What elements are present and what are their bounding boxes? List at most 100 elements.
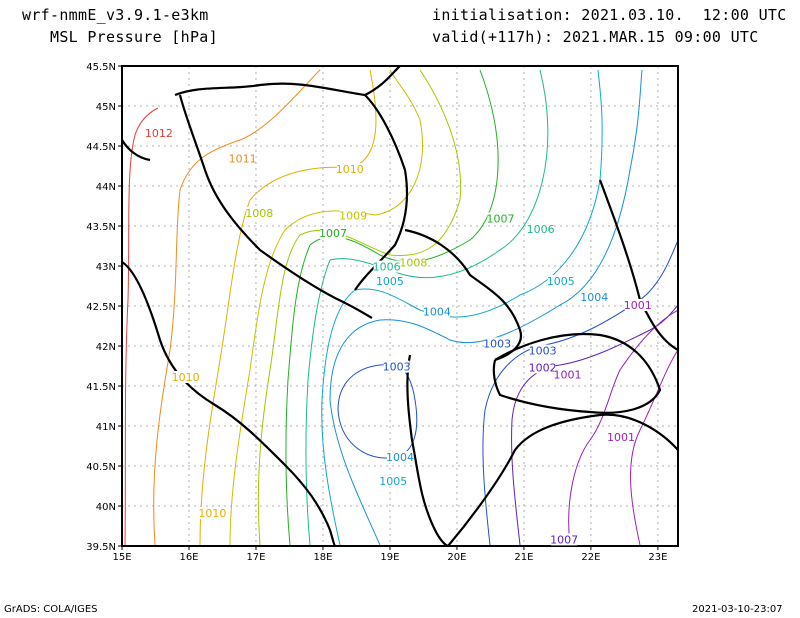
isobar-label: 1010 [172,371,200,384]
italy-heel [122,139,151,162]
x-tick-label: 15E [112,552,131,563]
y-tick-label: 39.5N [86,542,116,553]
isobar-label-bg [246,207,273,219]
isobar-label-bg [340,209,367,222]
isobar-label-bg [487,212,514,225]
x-tick-label: 19E [380,552,399,563]
isobar-label: 1001 [607,431,635,444]
y-tick-label: 45N [96,102,116,113]
x-axis: 15E 16E 17E 18E 19E 20E 21E 22E 23E [112,546,667,563]
y-tick-label: 42.5N [86,302,116,313]
isobar-label-bg [373,260,400,273]
footer-timestamp: 2021-03-10-23:07 [692,604,783,615]
isobar-label: 1011 [229,153,257,166]
isobar-label: 1008 [399,257,427,270]
isobar-label-bg [320,227,347,239]
isobars [124,69,678,546]
isobar-label-bg [383,360,410,373]
isobar-label: 1010 [198,507,226,520]
isobar-label: 1003 [529,345,557,358]
macedonia-border [492,333,662,414]
isobar-1003-low [337,364,418,459]
isobar-label-bg [380,475,407,487]
isobar-label-bg [400,256,427,269]
isobar-label: 1003 [483,337,511,350]
isobar-1001 [568,309,678,546]
isobar-label: 1006 [373,261,401,274]
isobar-label: 1004 [423,305,451,318]
lat-lon-grid [121,66,678,546]
isobar-label: 1001 [553,369,581,382]
valid-time: valid(+117h): 2021.MAR.15 09:00 UTC [432,28,759,46]
isobar-label: 1005 [547,275,575,288]
x-tick-label: 16E [179,552,198,563]
isobar-label: 1005 [376,275,404,288]
y-tick-label: 43N [96,262,116,273]
y-tick-label: 41N [96,422,116,433]
isobar-1011 [153,69,321,546]
serbia-border [404,228,523,362]
bulgaria-border [598,179,678,351]
y-tick-label: 40N [96,502,116,513]
albania-border [406,354,449,546]
y-tick-label: 42N [96,342,116,353]
isobar-label-bg [529,361,556,374]
isobar-1003-east [482,239,678,546]
isobar-label: 1012 [145,127,173,140]
isobar-label-bg [145,127,172,139]
isobar-label: 1008 [245,207,273,220]
isobar-label-bg [581,291,608,303]
isobar-1004 [329,69,643,546]
isobar-1005 [321,69,603,546]
isobar-label-bg [172,371,199,383]
isobar-label-bg [527,223,554,235]
isobar-label-bg [547,275,574,287]
isobar-label-bg [376,275,403,287]
isobar-label: 1003 [383,361,411,374]
isobar-labels: 1012 1011 1010 1009 1008 1008 1007 1007 1006 1006… [145,127,652,546]
isobar-1009 [229,69,424,546]
y-tick-label: 40.5N [86,462,116,473]
x-tick-label: 20E [447,552,466,563]
isobar-label-bg [199,507,226,519]
y-tick-label: 45.5N [86,62,116,73]
isobar-label: 1007 [319,227,347,240]
isobar-label-bg [423,305,450,318]
y-tick-label: 43.5N [86,222,116,233]
isobar-label: 1004 [386,451,414,464]
isobar-label-bg [387,451,413,463]
italy-coast [122,261,336,546]
y-tick-label: 41.5N [86,382,116,393]
isobar-label: 1004 [580,291,608,304]
croatia-coast [178,94,373,319]
balkan-border-north [174,66,401,97]
greece-border [447,413,678,546]
field-title: MSL Pressure [hPa] [50,28,218,46]
isobar-1006 [305,69,549,546]
isobar-label-bg [336,163,363,175]
y-tick-label: 44.5N [86,142,116,153]
y-tick-label: 44N [96,182,116,193]
isobar-label: 1006 [527,223,555,236]
isobar-label-bg [551,533,578,546]
model-title: wrf-nmmE_v3.9.1-e3km [22,6,209,24]
isobar-label: 1007 [550,533,578,546]
isobar-label-bg [624,299,651,311]
x-tick-label: 21E [514,552,533,563]
isobar-label-bg [229,152,256,165]
isobar-label-bg [529,344,556,357]
y-axis: 45.5N 45N 44.5N 44N 43.5N 43N 42.5N 42N 41.5N 41N… [86,62,122,553]
isobar-label: 1009 [339,209,367,222]
isobar-1012 [124,107,159,546]
isobar-label: 1002 [529,361,557,374]
init-time: initialisation: 2021.03.10. 12:00 UTC [432,6,787,24]
isobar-label: 1001 [624,299,652,312]
isobar-label: 1010 [336,163,364,176]
x-tick-label: 18E [313,552,332,563]
isobar-label-bg [554,368,581,381]
isobar-label-bg [608,431,635,443]
isobar-label: 1005 [379,475,407,488]
isobar-label: 1007 [486,213,514,226]
x-tick-label: 22E [581,552,600,563]
